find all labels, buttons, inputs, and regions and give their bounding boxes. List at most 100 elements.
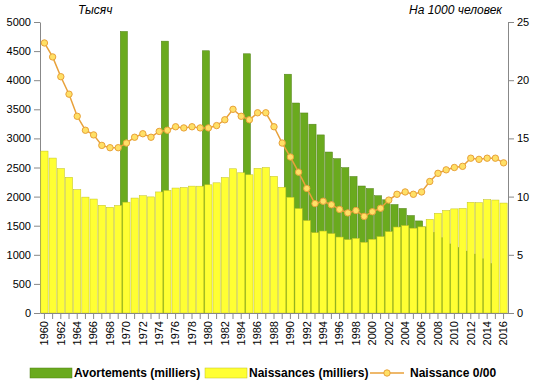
y-tick-mark: [34, 197, 40, 198]
x-tick-mark: [241, 313, 242, 319]
x-tick-mark: [413, 313, 414, 319]
x-tick-mark: [224, 313, 225, 319]
x-tick-label: 2004: [399, 321, 411, 345]
marker: [246, 117, 252, 123]
bar: [213, 183, 220, 313]
bar: [500, 203, 507, 313]
x-tick-mark: [290, 313, 291, 319]
marker: [451, 164, 457, 170]
x-tick: 2012: [465, 313, 477, 345]
legend-swatch: [205, 368, 247, 378]
y-tick: 500: [13, 278, 40, 290]
bar: [197, 186, 204, 313]
x-tick: 1968: [104, 313, 116, 345]
legend-swatch: [30, 368, 72, 378]
marker: [295, 169, 301, 175]
x-tick-label: 2006: [415, 321, 427, 345]
x-tick-mark: [208, 313, 209, 319]
x-tick: [446, 313, 447, 319]
x-tick-label: 2012: [465, 321, 477, 345]
y-tick-mark: [34, 313, 40, 314]
x-tick-mark: [380, 313, 381, 319]
y-tick-mark: [34, 51, 40, 52]
marker: [131, 134, 137, 140]
x-tick-label: 1974: [153, 321, 165, 345]
x-tick-mark: [60, 313, 61, 319]
x-tick-label: 1984: [235, 321, 247, 345]
x-tick: 1974: [153, 313, 165, 345]
marker: [189, 124, 195, 130]
marker: [66, 91, 72, 97]
marker: [181, 125, 187, 131]
x-tick-label: 1992: [301, 321, 313, 345]
y2-tick-label: 25: [517, 16, 529, 28]
x-tick-mark: [126, 313, 127, 319]
x-tick-mark: [437, 313, 438, 319]
y-tick-mark: [34, 22, 40, 23]
x-tick-label: 1994: [317, 321, 329, 345]
marker: [484, 155, 490, 161]
bar: [336, 237, 343, 313]
marker: [222, 117, 228, 123]
marker: [205, 125, 211, 131]
y-axis-title: Тысяч: [78, 3, 112, 17]
x-tick-mark: [274, 313, 275, 319]
marks: [41, 31, 507, 313]
bar-series: [41, 151, 507, 313]
marker: [90, 132, 96, 138]
marker: [459, 163, 465, 169]
bar-series: [120, 31, 496, 313]
bar: [123, 202, 130, 313]
y-tick-label: 2500: [7, 162, 31, 174]
x-tick: [118, 313, 119, 319]
bar: [229, 169, 236, 313]
x-tick-label: 1988: [268, 321, 280, 345]
marker: [500, 160, 506, 166]
bar: [443, 210, 450, 313]
x-tick-mark: [134, 313, 135, 319]
y-tick: 3000: [7, 132, 40, 144]
y2-tick-label: 15: [517, 132, 529, 144]
y-tick-label: 4000: [7, 74, 31, 86]
x-tick: [134, 313, 135, 319]
bar: [344, 240, 351, 313]
marker: [123, 140, 129, 146]
bar: [115, 206, 122, 313]
x-tick-mark: [175, 313, 176, 319]
bar: [205, 185, 212, 313]
y-tick-mark: [34, 226, 40, 227]
y-tick-mark: [34, 109, 40, 110]
bar: [90, 199, 97, 313]
marker: [115, 145, 121, 151]
bar: [49, 158, 56, 313]
marker: [213, 122, 219, 128]
bar: [484, 200, 491, 313]
bar: [459, 208, 466, 313]
legend-item: Avortements (milliers): [30, 366, 200, 380]
bar: [262, 168, 269, 314]
y2-tick-mark: [508, 80, 514, 81]
x-tick-mark: [167, 313, 168, 319]
bar: [139, 196, 146, 313]
x-tick: [462, 313, 463, 319]
x-tick: 1960: [38, 313, 50, 345]
marker: [172, 124, 178, 130]
bar: [131, 198, 138, 313]
y-tick: 1500: [7, 220, 40, 232]
x-tick-label: 1968: [104, 321, 116, 345]
y-tick-label: 2000: [7, 191, 31, 203]
x-tick: 1972: [137, 313, 149, 345]
y2-tick: 25: [508, 16, 529, 28]
x-tick-label: 1962: [55, 321, 67, 345]
bar: [352, 238, 359, 313]
x-tick: 2016: [497, 313, 509, 345]
x-tick: 1962: [55, 313, 67, 345]
marker: [435, 170, 441, 176]
bar: [82, 197, 89, 313]
x-tick-mark: [446, 313, 447, 319]
bar: [172, 188, 179, 313]
x-tick-label: 2010: [448, 321, 460, 345]
x-tick-mark: [110, 313, 111, 319]
legend-item: Naissance 0/00: [370, 366, 496, 380]
bar: [451, 209, 458, 313]
